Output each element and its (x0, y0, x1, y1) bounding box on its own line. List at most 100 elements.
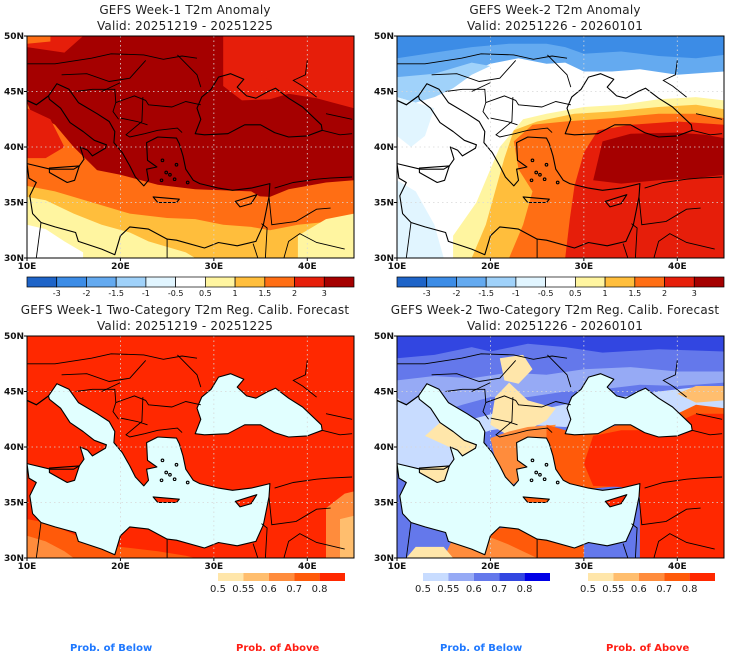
legend-label-legend_below: 0.5 (415, 584, 431, 595)
coastline-black-sea (564, 373, 693, 438)
country-border (292, 60, 317, 98)
island-marker (174, 462, 179, 467)
island-marker (534, 170, 539, 175)
country-border (268, 196, 331, 226)
y-tick-label: 45N (4, 88, 24, 98)
coastline-black-sea (564, 73, 693, 138)
y-tick-label: 35N (4, 499, 24, 509)
x-tick-label: 40E (298, 262, 317, 272)
legend-swatch-legend_above (218, 573, 244, 581)
legend-swatch-legend_above (243, 573, 269, 581)
country-border (431, 60, 517, 82)
country-border (631, 223, 638, 258)
colorbar-label: 3 (692, 289, 697, 298)
colorbar-swatch (115, 276, 147, 288)
y-tick-label: 50N (374, 32, 394, 42)
x-tick-label: 30E (575, 562, 594, 572)
island-marker (529, 178, 534, 183)
footer-prob-below-2: Prob. of Below (440, 643, 523, 654)
coastline-cyprus (234, 494, 258, 508)
island-marker (529, 478, 534, 483)
legend-label-legend_below: 0.7 (491, 584, 507, 595)
island-marker (164, 470, 169, 475)
country-border (653, 533, 715, 558)
colorbar-swatch (26, 276, 58, 288)
colorbar-swatch (664, 276, 695, 288)
country-border (115, 95, 201, 108)
colorbar-label: 3 (322, 289, 327, 298)
y-tick-label: 30N (4, 254, 24, 264)
country-border (252, 543, 259, 558)
legend-label-legend_below: 0.55 (437, 584, 459, 595)
country-border (268, 496, 331, 526)
country-border (547, 54, 572, 88)
sea-black-sea (195, 373, 323, 437)
island-marker (168, 472, 172, 477)
graticule (397, 36, 724, 258)
colorbar-swatch (485, 276, 517, 288)
coastline-sicily (418, 465, 450, 484)
country-border (252, 243, 259, 258)
country-border (120, 417, 148, 426)
legend-label-legend_above: 0.55 (602, 584, 624, 595)
colorbar-swatch (175, 276, 206, 288)
land-sicily (419, 465, 450, 483)
coastline-italy (27, 95, 107, 170)
colorbar-swatch (456, 276, 487, 288)
legend-label-legend_above: 0.7 (656, 584, 672, 595)
island-marker (164, 170, 169, 175)
country-border (622, 543, 629, 558)
colorbar-swatch (515, 276, 546, 288)
map-svg: 10E 20E 30E 40E 30N 35N 40N 45N 50N -3 -2 -1.5 -1 -0.… (4, 32, 355, 298)
country-border (692, 429, 723, 436)
country-border (261, 523, 268, 558)
country-border (485, 395, 571, 408)
colorbar-swatch (634, 276, 665, 288)
legend-swatch-legend_above (294, 573, 320, 581)
coastline-sicily (48, 465, 80, 484)
country-border (638, 496, 701, 526)
coastline-italy (27, 395, 107, 470)
coastline-italy (397, 95, 477, 170)
country-border (485, 95, 571, 108)
island-marker (542, 177, 547, 182)
country-border (431, 360, 517, 382)
country-border (101, 82, 121, 92)
colorbar-swatch (294, 276, 325, 288)
country-border (490, 417, 518, 426)
island-marker (544, 162, 549, 167)
island-marker (530, 458, 535, 463)
legend-swatch-legend_below (473, 573, 500, 581)
country-border (274, 176, 353, 189)
colorbar-swatch (264, 276, 295, 288)
panel-valid-dates: Valid: 20251219 - 20251225 (96, 19, 274, 33)
country-border (662, 360, 687, 398)
x-tick-label: 10E (18, 262, 37, 272)
colorbar-label: 1.5 (628, 289, 641, 298)
field-band-1 (27, 196, 196, 258)
legend-swatch-legend_above (588, 573, 614, 581)
island-marker (159, 178, 164, 183)
field-above-0.5-balkan (490, 382, 556, 436)
graticule (27, 36, 354, 258)
colorbar-label: -2 (452, 289, 460, 298)
island-marker (159, 478, 164, 483)
field-below-0.7 (397, 336, 724, 359)
island-marker (172, 477, 177, 482)
country-border (325, 413, 353, 420)
colorbar-label: -1 (512, 289, 520, 298)
map-panel-w1-prob: GEFS Week-1 Two-Category T2m Reg. Calib.… (0, 300, 370, 600)
x-tick-label: 10E (388, 562, 407, 572)
colorbar-swatch (545, 276, 576, 288)
island-marker (534, 470, 539, 475)
map-panel-w2-anom: GEFS Week-2 T2m Anomaly Valid: 20251226 -… (370, 0, 740, 300)
panel-title: GEFS Week-2 T2m Anomaly (469, 3, 641, 17)
colorbar-swatch (426, 276, 457, 288)
x-tick-label: 40E (668, 562, 687, 572)
colorbar-label: -1.5 (108, 289, 124, 298)
colorbar-swatch (205, 276, 236, 288)
island-marker (174, 162, 179, 167)
colorbar-swatch (323, 276, 355, 288)
country-border (325, 113, 353, 120)
country-border (692, 129, 723, 136)
